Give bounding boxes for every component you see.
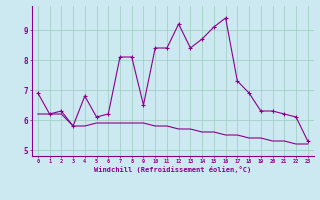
X-axis label: Windchill (Refroidissement éolien,°C): Windchill (Refroidissement éolien,°C) [94,166,252,173]
